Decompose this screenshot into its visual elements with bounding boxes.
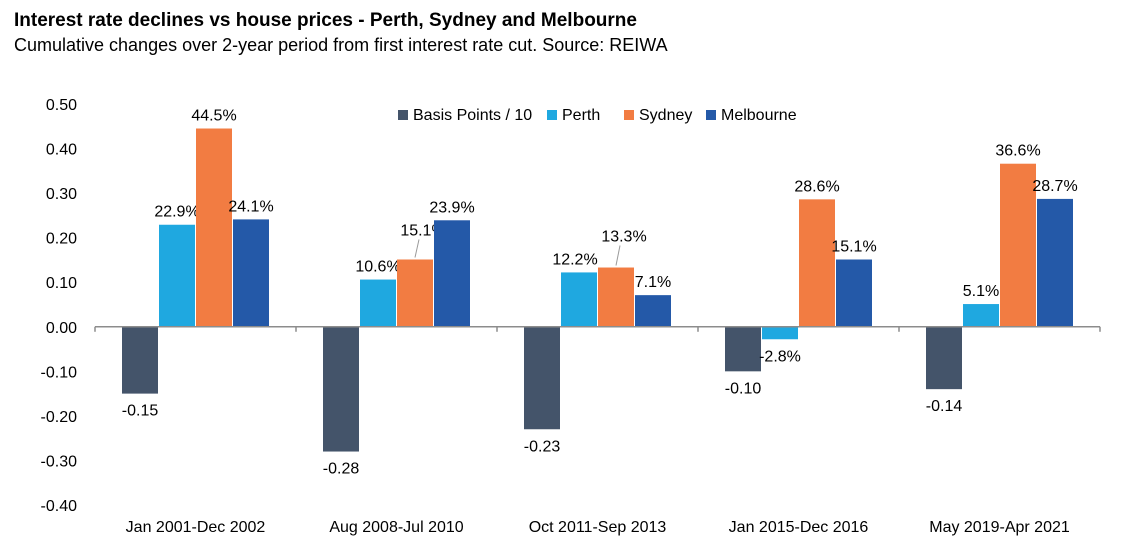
x-tick-label: May 2019-Apr 2021 bbox=[929, 519, 1070, 536]
data-label: 15.1% bbox=[831, 238, 876, 255]
x-tick-label: Jan 2015-Dec 2016 bbox=[729, 519, 869, 536]
data-label: -2.8% bbox=[759, 348, 801, 365]
x-tick-label: Jan 2001-Dec 2002 bbox=[126, 519, 266, 536]
chart-title: Interest rate declines vs house prices -… bbox=[14, 10, 637, 31]
legend-swatch bbox=[624, 110, 634, 120]
legend-label: Sydney bbox=[639, 107, 692, 124]
y-tick-label: -0.10 bbox=[41, 364, 78, 381]
data-label: 24.1% bbox=[228, 198, 273, 215]
bar bbox=[561, 272, 597, 327]
bar bbox=[122, 326, 158, 394]
x-tick-label: Aug 2008-Jul 2010 bbox=[329, 519, 463, 536]
y-tick-label: -0.30 bbox=[41, 453, 78, 470]
data-label: 12.2% bbox=[552, 251, 597, 268]
bar bbox=[323, 326, 359, 452]
y-tick-label: 0.20 bbox=[46, 231, 77, 248]
y-tick-label: 0.10 bbox=[46, 275, 77, 292]
legend-swatch bbox=[706, 110, 716, 120]
bar bbox=[233, 219, 269, 327]
data-label: -0.23 bbox=[524, 438, 561, 455]
bar bbox=[799, 199, 835, 327]
data-label: -0.15 bbox=[122, 403, 159, 420]
data-label: 22.9% bbox=[154, 204, 199, 221]
bar bbox=[1037, 198, 1073, 327]
bar bbox=[963, 304, 999, 327]
data-label: 28.6% bbox=[794, 178, 839, 195]
x-tick-label: Oct 2011-Sep 2013 bbox=[529, 519, 667, 536]
bar bbox=[360, 279, 396, 327]
legend-label: Perth bbox=[562, 107, 600, 124]
bar bbox=[397, 259, 433, 327]
bar bbox=[598, 267, 634, 327]
data-label: -0.28 bbox=[323, 461, 360, 478]
data-label: 36.6% bbox=[995, 143, 1040, 160]
data-label: -0.10 bbox=[725, 380, 762, 397]
data-label: 13.3% bbox=[601, 229, 646, 246]
data-label: 5.1% bbox=[963, 283, 999, 300]
bar bbox=[635, 295, 671, 327]
y-tick-label: -0.40 bbox=[41, 498, 78, 515]
bar bbox=[725, 326, 761, 372]
y-tick-label: 0.40 bbox=[46, 142, 77, 159]
bar bbox=[1000, 163, 1036, 327]
y-tick-label: 0.50 bbox=[46, 97, 77, 114]
data-label: -0.14 bbox=[926, 398, 963, 415]
bar bbox=[196, 128, 232, 327]
legend-swatch bbox=[547, 110, 557, 120]
data-label: 7.1% bbox=[635, 274, 671, 291]
data-label: 23.9% bbox=[429, 199, 474, 216]
leader-line bbox=[615, 245, 621, 266]
bar bbox=[926, 326, 962, 390]
data-label: 28.7% bbox=[1032, 178, 1077, 195]
bar bbox=[159, 224, 195, 327]
bar bbox=[524, 326, 560, 430]
y-tick-label: -0.20 bbox=[41, 409, 78, 426]
chart-subtitle: Cumulative changes over 2-year period fr… bbox=[14, 35, 668, 55]
data-label: 44.5% bbox=[191, 108, 236, 125]
bar bbox=[836, 259, 872, 327]
legend-swatch bbox=[398, 110, 408, 120]
y-tick-label: 0.00 bbox=[46, 320, 77, 337]
bar bbox=[434, 220, 470, 327]
legend-label: Basis Points / 10 bbox=[413, 107, 532, 124]
y-tick-label: 0.30 bbox=[46, 186, 77, 203]
leader-line bbox=[414, 239, 420, 258]
bar bbox=[762, 326, 798, 340]
data-label: 10.6% bbox=[355, 259, 400, 276]
legend-label: Melbourne bbox=[721, 107, 797, 124]
